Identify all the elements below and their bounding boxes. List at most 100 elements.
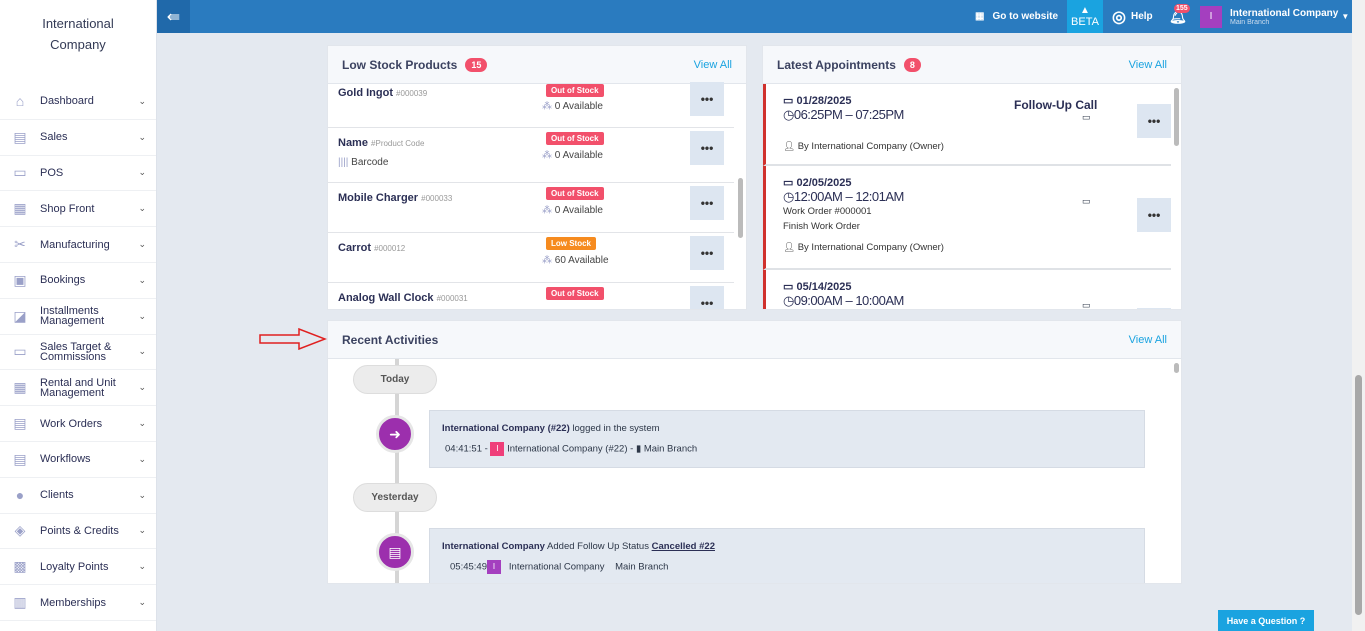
layers-icon: ◈ bbox=[14, 522, 26, 539]
product-row: Analog Wall Clock #000031 Out of Stock •… bbox=[328, 283, 734, 309]
stock-status-badge: Out of Stock bbox=[546, 187, 604, 200]
yesterday-label: Yesterday bbox=[353, 483, 437, 512]
sidebar-item[interactable]: ✂ Manufacturing ⌄ bbox=[0, 227, 156, 263]
recent-activities-card: Recent Activities View All Today ➜ Intern… bbox=[327, 320, 1182, 584]
view-all-link[interactable]: View All bbox=[1128, 333, 1167, 346]
rental-icon: ▦ bbox=[13, 379, 27, 396]
beta-button[interactable]: ▲ BETA bbox=[1067, 0, 1103, 33]
chevron-down-icon: ⌄ bbox=[138, 453, 146, 464]
calendar-icon: ▭ bbox=[1082, 112, 1091, 122]
today-label: Today bbox=[353, 365, 437, 394]
money-icon: ▭ bbox=[13, 343, 27, 360]
sidebar-item[interactable]: ◈ Points & Credits ⌄ bbox=[0, 514, 156, 550]
page-scrollbar[interactable] bbox=[1352, 0, 1365, 631]
chevron-down-icon: ⌄ bbox=[138, 167, 146, 178]
sidebar-item[interactable]: ▩ Loyalty Points ⌄ bbox=[0, 549, 156, 586]
sidebar-item[interactable]: ▭ Sales Target & Commissions ⌄ bbox=[0, 335, 156, 371]
user-icon: ● bbox=[15, 487, 25, 504]
receipt-icon: ▤ bbox=[13, 128, 27, 145]
have-a-question-button[interactable]: Have a Question ? bbox=[1218, 610, 1314, 631]
caret-down-icon: ▼ bbox=[1341, 12, 1350, 21]
calendar-icon: ▭ bbox=[783, 95, 794, 107]
chevron-down-icon: ⌄ bbox=[138, 310, 146, 321]
boxes-icon: ⁂ bbox=[542, 101, 552, 112]
sidebar-item[interactable]: ⌂ Dashboard ⌄ bbox=[0, 84, 156, 120]
avatar: I bbox=[1200, 5, 1222, 28]
sidebar-item[interactable]: ▭ POS ⌄ bbox=[0, 156, 156, 192]
more-options-button[interactable]: ••• bbox=[1137, 104, 1171, 138]
sidebar-item[interactable]: ◪ Installments Management ⌄ bbox=[0, 299, 156, 335]
clock-icon: ◷ bbox=[783, 107, 794, 122]
more-options-button[interactable]: ••• bbox=[1137, 308, 1171, 309]
laptop-icon: ▭ bbox=[13, 164, 27, 181]
sidebar-item[interactable]: ▤ Work Orders ⌄ bbox=[0, 406, 156, 442]
more-options-button[interactable]: ••• bbox=[690, 286, 724, 309]
stock-status-badge: Out of Stock bbox=[546, 287, 604, 300]
activities-scrollbar[interactable] bbox=[1174, 363, 1179, 373]
collapse-sidebar-button[interactable]: ⇚ bbox=[157, 0, 190, 33]
stock-status-badge: Out of Stock bbox=[546, 132, 604, 145]
more-options-button[interactable]: ••• bbox=[1137, 198, 1171, 232]
sidebar-item[interactable]: ▦ Rental and Unit Management ⌄ bbox=[0, 370, 156, 407]
user-avatar: I bbox=[486, 560, 501, 574]
view-all-link[interactable]: View All bbox=[693, 58, 732, 71]
view-all-link[interactable]: View All bbox=[1128, 58, 1167, 71]
sidebar-item[interactable]: ▣ Bookings ⌄ bbox=[0, 263, 156, 299]
lifebuoy-icon: ◎ bbox=[1112, 8, 1126, 26]
red-arrow-annotation bbox=[259, 327, 328, 355]
more-options-button[interactable]: ••• bbox=[690, 186, 724, 220]
activity-item: International Company Added Follow Up St… bbox=[429, 528, 1145, 583]
chevron-down-icon: ⌄ bbox=[138, 95, 146, 106]
calendar-icon: ▭ bbox=[1082, 196, 1091, 206]
notification-count: 155 bbox=[1174, 4, 1190, 13]
stock-status-badge: Out of Stock bbox=[546, 84, 604, 97]
store-icon: ▦ bbox=[975, 11, 985, 22]
boxes-icon: ⁂ bbox=[542, 255, 552, 266]
boxes-icon: ⁂ bbox=[542, 205, 552, 216]
appointments-card: Latest Appointments 8 View All ▭ 01/28/202… bbox=[762, 45, 1182, 310]
home-icon: ⌂ bbox=[15, 93, 25, 110]
count-badge: 8 bbox=[903, 57, 921, 72]
installments-icon: ◪ bbox=[13, 307, 27, 324]
sidebar: International Company ⌂ Dashboard ⌄ ▤ Sales ⌄ ▭… bbox=[0, 0, 157, 631]
sidebar-item[interactable]: ▤ Sales ⌄ bbox=[0, 120, 156, 156]
more-options-button[interactable]: ••• bbox=[690, 236, 724, 270]
list-scrollbar[interactable] bbox=[738, 178, 743, 238]
cancelled-link[interactable]: Cancelled #22 bbox=[651, 541, 715, 552]
chevron-down-icon: ⌄ bbox=[138, 418, 146, 429]
boxes-icon: ⁂ bbox=[542, 150, 552, 161]
help-button[interactable]: ◎ Help bbox=[1112, 8, 1153, 26]
document-icon: ▤ bbox=[376, 533, 414, 571]
chevron-down-icon: ⌄ bbox=[138, 525, 146, 536]
more-options-button[interactable]: ••• bbox=[690, 82, 724, 116]
calendar-icon: ▭ bbox=[783, 281, 794, 293]
user-menu[interactable]: I International Company Main Branch ▼ bbox=[1200, 0, 1349, 33]
go-to-website-link[interactable]: ▦ Go to website bbox=[975, 11, 1059, 22]
list-scrollbar[interactable] bbox=[1174, 88, 1179, 146]
chevron-down-icon: ⌄ bbox=[138, 131, 146, 142]
sidebar-item[interactable]: ● Clients ⌄ bbox=[0, 478, 156, 514]
card-title: Low Stock Products bbox=[342, 57, 458, 72]
chevron-down-icon: ⌄ bbox=[138, 203, 146, 214]
product-row: Name #Product Code |||| Barcode Out of S… bbox=[328, 128, 734, 183]
chevron-down-icon: ⌄ bbox=[138, 382, 146, 393]
chevron-down-icon: ⌄ bbox=[138, 561, 146, 572]
activity-item: International Company (#22) logged in th… bbox=[429, 410, 1145, 468]
more-options-button[interactable]: ••• bbox=[690, 131, 724, 165]
sidebar-item[interactable]: ▤ Workflows ⌄ bbox=[0, 442, 156, 478]
chevron-down-icon: ⌄ bbox=[138, 274, 146, 285]
id-card-icon: ▥ bbox=[13, 594, 27, 611]
chevron-down-icon: ⌄ bbox=[138, 597, 146, 608]
barcode-icon: |||| bbox=[338, 157, 349, 168]
stock-status-badge: Low Stock bbox=[546, 237, 597, 250]
clipboard-icon: ▤ bbox=[13, 415, 27, 432]
chevron-down-icon: ⌄ bbox=[138, 239, 146, 250]
card-title: Latest Appointments bbox=[777, 57, 896, 72]
sidebar-item[interactable]: ▥ Memberships ⌄ bbox=[0, 585, 156, 621]
sidebar-item[interactable]: ▦ Shop Front ⌄ bbox=[0, 191, 156, 228]
user-icon: 👤︎ bbox=[783, 141, 796, 152]
store-icon: ▦ bbox=[13, 200, 27, 217]
brand-name: International Company bbox=[42, 16, 114, 52]
notifications-bell-icon[interactable]: 🔔︎ 155 bbox=[1169, 4, 1190, 24]
user-icon: 👤︎ bbox=[783, 242, 796, 253]
